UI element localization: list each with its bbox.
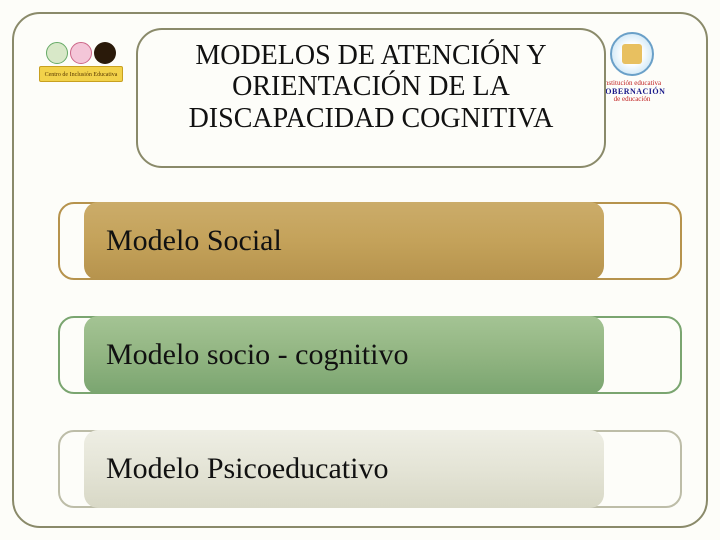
title-box: MODELOS DE ATENCIÓN Y ORIENTACIÓN DE LA … bbox=[136, 28, 606, 168]
logo-left: Centro de Inclusión Educativa bbox=[36, 42, 126, 104]
model-row: Modelo Social bbox=[58, 202, 682, 280]
model-label: Modelo socio - cognitivo bbox=[106, 338, 408, 372]
model-label: Modelo Psicoeducativo bbox=[106, 452, 388, 486]
logo-left-heads-icon bbox=[46, 42, 116, 64]
logo-left-band: Centro de Inclusión Educativa bbox=[39, 66, 123, 82]
model-row-inner: Modelo Social bbox=[84, 202, 604, 280]
model-row-inner: Modelo socio - cognitivo bbox=[84, 316, 604, 394]
head-icon bbox=[46, 42, 68, 64]
slide-frame: Centro de Inclusión Educativa institució… bbox=[12, 12, 708, 528]
head-icon bbox=[70, 42, 92, 64]
title-text: MODELOS DE ATENCIÓN Y ORIENTACIÓN DE LA … bbox=[189, 40, 554, 134]
head-icon bbox=[94, 42, 116, 64]
seal-icon bbox=[610, 32, 654, 76]
model-row-inner: Modelo Psicoeducativo bbox=[84, 430, 604, 508]
model-row: Modelo Psicoeducativo bbox=[58, 430, 682, 508]
model-label: Modelo Social bbox=[106, 224, 282, 258]
model-row: Modelo socio - cognitivo bbox=[58, 316, 682, 394]
